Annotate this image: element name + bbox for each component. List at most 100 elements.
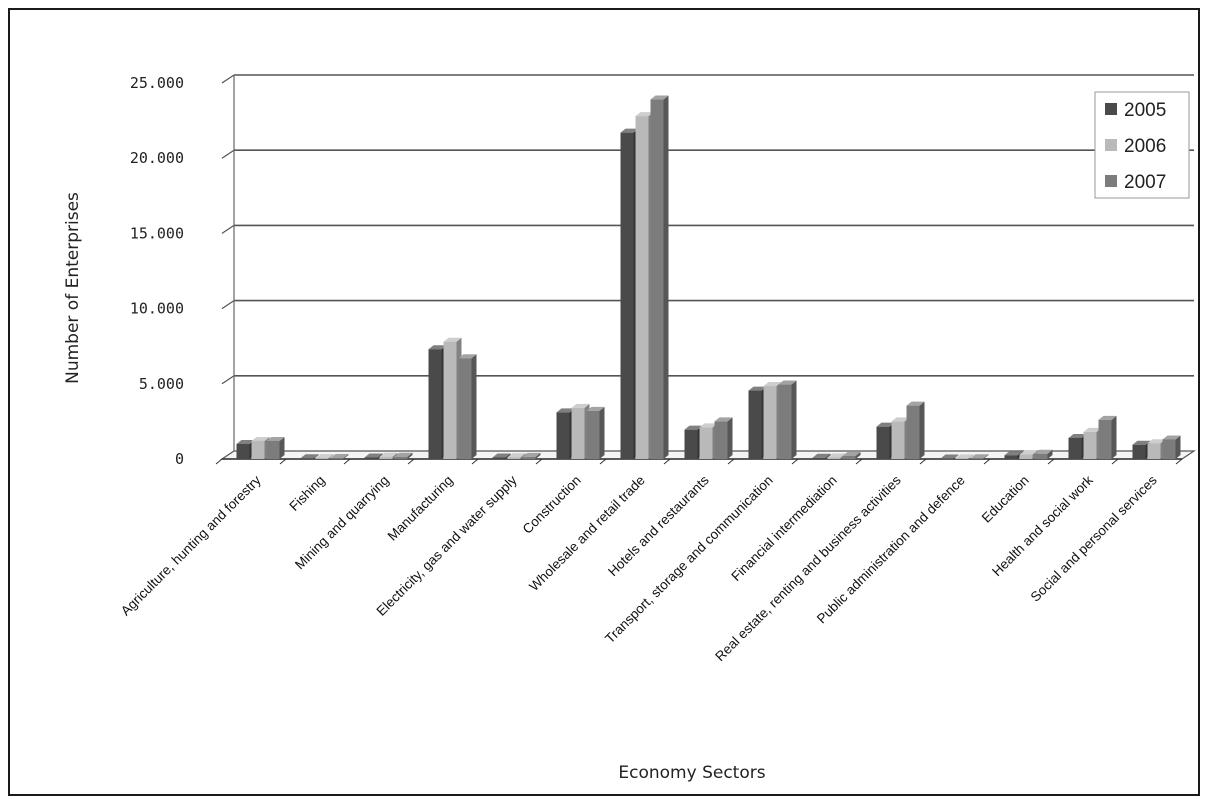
gridline-side [221, 300, 235, 310]
legend-swatch-2007 [1105, 175, 1117, 187]
bar-side [825, 453, 831, 459]
bar-2007 [522, 452, 541, 459]
legend-swatch-2005 [1105, 103, 1117, 115]
x-tick [343, 458, 351, 465]
bar-front [507, 457, 521, 459]
bar-front [763, 386, 777, 459]
bar-front [315, 458, 329, 459]
bar-2005 [300, 454, 319, 459]
bar-top [714, 417, 733, 422]
bar-top [394, 452, 413, 457]
x-category-label: Electricity, gas and water supply [374, 472, 520, 618]
bar-front [684, 429, 698, 459]
bar-top [1098, 415, 1117, 420]
bar-side [328, 454, 334, 459]
bar-front [586, 410, 600, 459]
x-tick [1111, 458, 1119, 465]
bar-top [842, 451, 861, 456]
bar-front [1132, 444, 1146, 459]
bar-front [428, 349, 442, 459]
bar-2005 [492, 453, 511, 459]
bar-front [906, 405, 920, 459]
bar-top [428, 345, 447, 350]
x-tick [1047, 458, 1055, 465]
bar-side [791, 380, 797, 459]
bar-side [407, 452, 413, 459]
bar-front [699, 427, 713, 459]
legend: 2005 2006 2007 [1094, 91, 1190, 199]
bar-side [663, 95, 669, 459]
bar-side [392, 452, 398, 459]
bar-front [778, 384, 792, 459]
bar-top [827, 453, 846, 458]
bar-front [827, 457, 841, 459]
bar-top [1004, 451, 1023, 456]
bar-top [236, 439, 255, 444]
bar-front [458, 358, 472, 459]
bar-top [876, 422, 895, 427]
bar-front [364, 457, 378, 459]
bar-2007 [266, 436, 285, 459]
bar-top [699, 423, 718, 428]
bar-top [812, 453, 831, 458]
legend-swatch-2006 [1105, 139, 1117, 151]
x-tick [215, 458, 223, 465]
bar-top [970, 454, 989, 459]
x-tick [791, 458, 799, 465]
bar-top [620, 128, 639, 133]
x-tick [727, 458, 735, 465]
y-tick-label: 0 [175, 450, 184, 468]
x-category-label: Construction [520, 473, 584, 537]
bar-2007 [1162, 435, 1181, 459]
y-tick-label: 20.000 [130, 149, 184, 167]
legend-label-2005: 2005 [1124, 100, 1166, 121]
bar-side [1047, 449, 1053, 459]
bar-front [1034, 453, 1048, 459]
bar-side [953, 454, 959, 459]
bar-top [1034, 449, 1053, 454]
bar-side [727, 417, 733, 459]
bar-front [1083, 431, 1097, 459]
x-axis-title: Economy Sectors [618, 763, 765, 783]
bar-2007 [778, 380, 797, 459]
y-tick-label: 25.000 [130, 74, 184, 92]
bar-2007 [714, 417, 733, 459]
bar-front [266, 440, 280, 459]
x-tick [471, 458, 479, 465]
bar-front [300, 458, 314, 459]
bar-front [571, 407, 585, 459]
bar-front [394, 456, 408, 459]
bar-front [251, 440, 265, 459]
bar-side [968, 454, 974, 459]
bar-side [505, 453, 511, 459]
bar-top [556, 408, 575, 413]
bar-front [1019, 454, 1033, 459]
bar-front [443, 341, 457, 459]
bar-side [1175, 435, 1181, 459]
bar-front [891, 421, 905, 459]
bar-top [1019, 450, 1038, 455]
x-tick [599, 458, 607, 465]
bar-front [556, 412, 570, 459]
bar-2007 [586, 406, 605, 459]
bar-2007 [458, 354, 477, 459]
x-tick [535, 458, 543, 465]
bar-2005 [812, 453, 831, 459]
axis-layer [215, 75, 1196, 465]
bar-2006 [379, 452, 398, 459]
bar-2007 [970, 454, 989, 459]
y-tick-label: 10.000 [130, 300, 184, 318]
bar-top [571, 403, 590, 408]
bar-top [586, 406, 605, 411]
gridline-side [221, 74, 235, 84]
bar-top [940, 454, 959, 459]
bar-front [492, 457, 506, 459]
bar-front [1098, 419, 1112, 459]
bar-2006 [315, 454, 334, 459]
bar-top [1147, 439, 1166, 444]
bar-side [855, 451, 861, 459]
bar-2006 [955, 454, 974, 459]
bar-top [315, 454, 334, 459]
bar-top [330, 453, 349, 458]
gridline-side [221, 375, 235, 385]
